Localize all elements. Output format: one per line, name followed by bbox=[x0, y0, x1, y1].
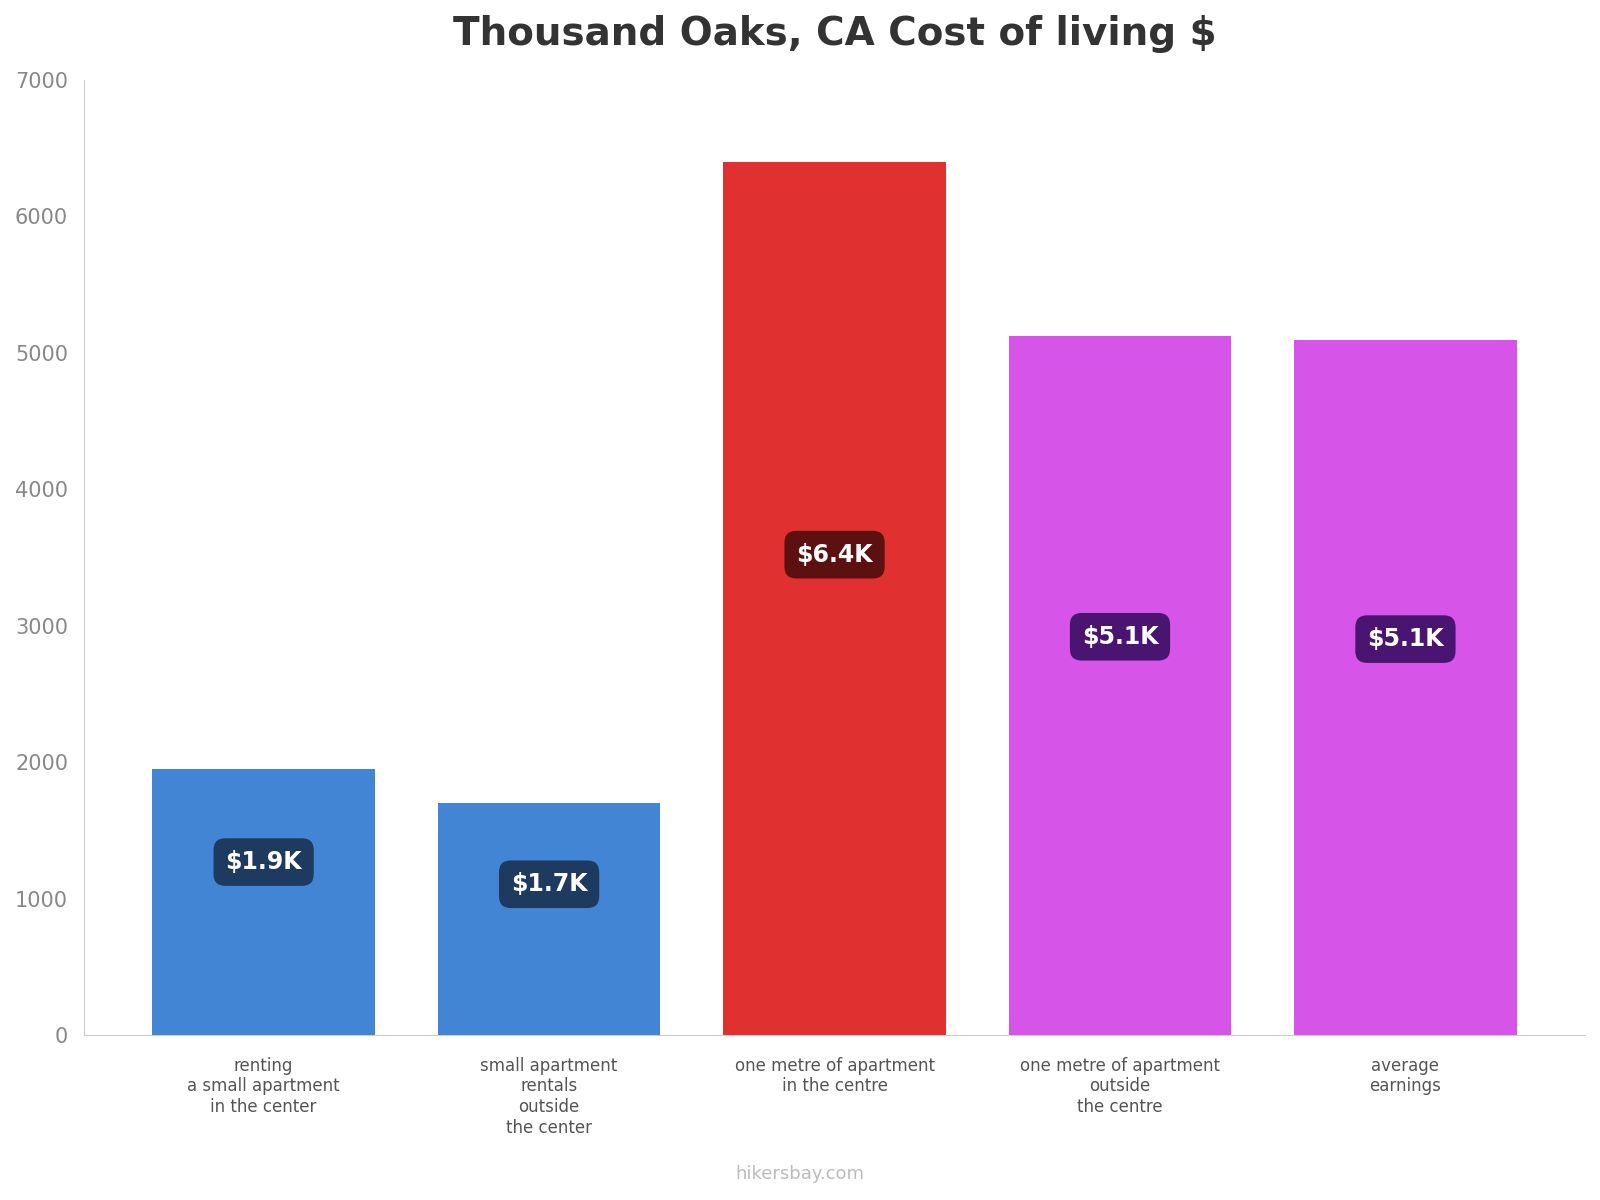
Text: $5.1K: $5.1K bbox=[1366, 628, 1443, 652]
Text: $1.7K: $1.7K bbox=[510, 872, 587, 896]
Text: $1.9K: $1.9K bbox=[226, 850, 302, 874]
Bar bbox=[438, 803, 661, 1036]
Text: $5.1K: $5.1K bbox=[1082, 625, 1158, 649]
Bar bbox=[152, 769, 374, 1036]
Text: $6.4K: $6.4K bbox=[797, 542, 874, 566]
Title: Thousand Oaks, CA Cost of living $: Thousand Oaks, CA Cost of living $ bbox=[453, 14, 1216, 53]
Bar bbox=[1008, 336, 1232, 1036]
Text: hikersbay.com: hikersbay.com bbox=[736, 1164, 864, 1183]
Bar bbox=[723, 162, 946, 1036]
Bar bbox=[1294, 341, 1517, 1036]
